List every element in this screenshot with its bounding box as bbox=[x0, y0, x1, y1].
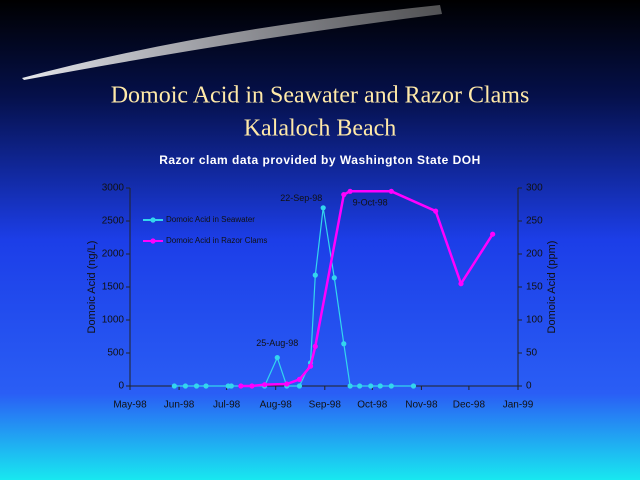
annotation: 22-Sep-98 bbox=[280, 193, 322, 203]
data-point bbox=[347, 383, 353, 389]
data-point bbox=[228, 383, 234, 389]
data-point bbox=[203, 383, 209, 389]
data-point bbox=[377, 383, 383, 389]
data-point bbox=[274, 355, 280, 361]
y2-axis-label: Domoic Acid (ppm) bbox=[546, 241, 558, 334]
data-point bbox=[341, 192, 347, 198]
data-point bbox=[296, 376, 303, 382]
data-point bbox=[312, 343, 318, 349]
y2-tick-label: 100 bbox=[526, 315, 543, 326]
x-tick-label: Sep-98 bbox=[309, 400, 342, 411]
data-point bbox=[193, 383, 200, 389]
legend-marker bbox=[150, 238, 156, 244]
y2-tick-label: 0 bbox=[526, 381, 532, 392]
x-tick-label: May-98 bbox=[113, 400, 147, 411]
y-tick-label: 3000 bbox=[102, 183, 125, 194]
data-point bbox=[331, 275, 337, 281]
x-tick-label: Nov-98 bbox=[405, 400, 438, 411]
data-point bbox=[171, 383, 177, 389]
y2-tick-label: 300 bbox=[526, 183, 543, 194]
legend-label: Domoic Acid in Razor Clams bbox=[166, 236, 267, 245]
y-tick-label: 1500 bbox=[102, 282, 125, 293]
y-tick-label: 2000 bbox=[102, 249, 125, 260]
x-tick-label: Oct-98 bbox=[357, 400, 387, 411]
chart-title: Domoic Acid in Seawater and Razor Clams bbox=[111, 83, 530, 109]
data-point bbox=[341, 341, 347, 347]
caption: Razor clam data provided by Washington S… bbox=[159, 153, 481, 167]
x-tick-label: Jan-99 bbox=[503, 400, 534, 411]
annotation: 9-Oct-98 bbox=[353, 198, 388, 208]
y-axis-label: Domoic Acid (ng/L) bbox=[86, 241, 98, 334]
x-tick-label: Dec-98 bbox=[453, 400, 486, 411]
y2-tick-label: 250 bbox=[526, 216, 543, 227]
legend-marker bbox=[150, 217, 156, 223]
x-tick-label: Jul-98 bbox=[213, 400, 241, 411]
data-point bbox=[388, 383, 394, 389]
data-point bbox=[320, 205, 326, 211]
y2-tick-label: 200 bbox=[526, 249, 543, 260]
y-tick-label: 0 bbox=[118, 381, 124, 392]
data-point bbox=[490, 231, 496, 237]
y-tick-label: 500 bbox=[107, 348, 124, 359]
data-point bbox=[458, 281, 464, 287]
y-tick-label: 1000 bbox=[102, 315, 125, 326]
swoosh bbox=[22, 5, 442, 80]
x-tick-label: Jun-98 bbox=[164, 400, 195, 411]
x-tick-label: Aug-98 bbox=[260, 400, 293, 411]
data-point bbox=[433, 208, 439, 214]
data-point bbox=[182, 383, 189, 389]
data-point bbox=[347, 188, 353, 194]
data-point bbox=[296, 383, 303, 389]
data-point bbox=[357, 383, 363, 389]
chart-subtitle: Kalaloch Beach bbox=[244, 116, 397, 142]
data-point bbox=[410, 383, 417, 389]
data-point bbox=[262, 382, 268, 388]
data-point bbox=[388, 188, 394, 194]
data-point bbox=[249, 383, 255, 389]
data-point bbox=[307, 363, 314, 369]
y2-tick-label: 150 bbox=[526, 282, 543, 293]
y-tick-label: 2500 bbox=[102, 216, 125, 227]
legend-label: Domoic Acid in Seawater bbox=[166, 215, 255, 224]
y2-tick-label: 50 bbox=[526, 348, 538, 359]
data-point bbox=[312, 272, 318, 278]
annotation: 25-Aug-98 bbox=[256, 338, 298, 348]
data-point bbox=[238, 383, 244, 389]
data-point bbox=[368, 383, 374, 389]
data-point bbox=[284, 381, 290, 387]
